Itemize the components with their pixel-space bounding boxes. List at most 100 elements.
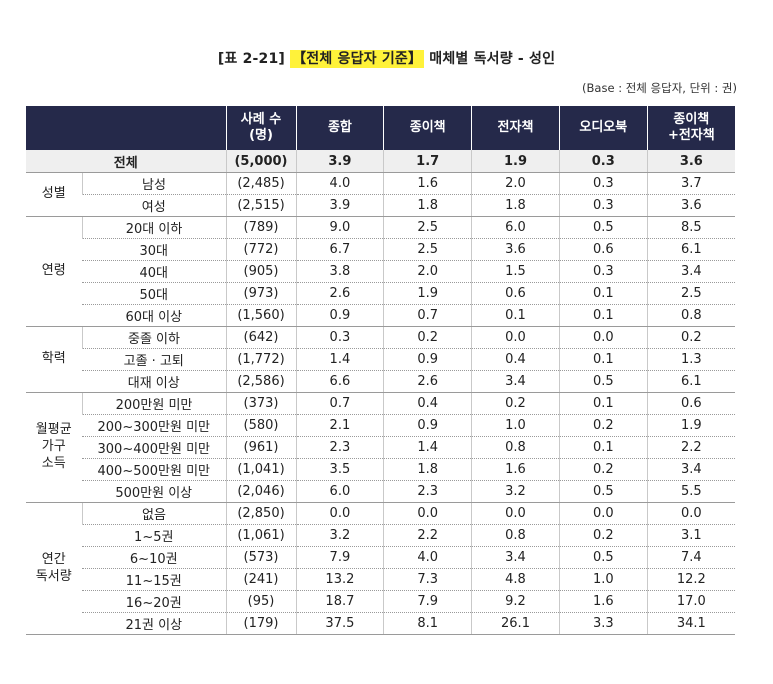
value-cell: 3.6 — [646, 194, 735, 217]
table-row: 16~20권 (95) 18.7 7.9 9.2 1.6 17.0 — [26, 590, 735, 613]
table-row: 학력 중졸 이하 (642) 0.3 0.2 0.0 0.0 0.2 — [26, 326, 735, 393]
value-cell: 2.2 — [383, 524, 472, 547]
sample-size-cell: (905) — [225, 260, 296, 283]
value-cell: 0.2 — [383, 326, 472, 349]
category-label: 여성 — [82, 194, 226, 217]
value-cell: 4.8 — [471, 568, 560, 591]
category-label: 중졸 이하 — [81, 326, 226, 349]
sample-size-cell: (642) — [225, 326, 296, 349]
value-cell: 8.1 — [383, 612, 472, 635]
value-cell: 17.0 — [646, 590, 735, 613]
table-row: 고졸 · 고퇴 (1,772) 1.4 0.9 0.4 0.1 1.3 — [26, 348, 735, 371]
category-label: 50대 — [82, 282, 226, 305]
value-cell: 2.3 — [383, 480, 472, 503]
value-cell: 1.4 — [295, 348, 384, 371]
category-label: 20대 이하 — [81, 216, 226, 239]
value-cell: 1.9 — [646, 414, 735, 437]
value-cell: 0.7 — [383, 304, 472, 327]
header-paper-plus-ebook: 종이책 +전자책 — [646, 106, 735, 150]
sample-size-cell: (1,061) — [225, 524, 296, 547]
table-row: 6~10권 (573) 7.9 4.0 3.4 0.5 7.4 — [26, 546, 735, 569]
header-paper-book: 종이책 — [383, 106, 472, 150]
value-cell: 6.0 — [295, 480, 384, 503]
value-cell: 0.6 — [471, 282, 560, 305]
table-row: 300~400만원 미만 (961) 2.3 1.4 0.8 0.1 2.2 — [26, 436, 735, 459]
value-cell: 0.3 — [558, 172, 648, 195]
value-cell: 0.0 — [558, 326, 648, 349]
sample-size-cell: (1,041) — [225, 458, 296, 481]
sample-size-cell: (772) — [225, 238, 296, 261]
value-cell: 0.1 — [471, 304, 560, 327]
value-cell: 0.3 — [558, 260, 648, 283]
sample-size-cell: (961) — [225, 436, 296, 459]
group-label: 월평균 가구 소득 — [26, 392, 82, 503]
total-cell: 1.9 — [471, 150, 560, 173]
value-cell: 0.3 — [295, 326, 384, 349]
value-cell: 0.9 — [383, 414, 472, 437]
value-cell: 13.2 — [295, 568, 384, 591]
value-cell: 9.0 — [295, 216, 384, 239]
value-cell: 3.4 — [646, 458, 735, 481]
table-row: 500만원 이상 (2,046) 6.0 2.3 3.2 0.5 5.5 — [26, 480, 735, 503]
total-cell: (5,000) — [225, 150, 296, 173]
value-cell: 1.6 — [383, 172, 472, 195]
title-suffix: 매체별 독서량 - 성인 — [424, 51, 556, 67]
table-row: 연령 20대 이하 (789) 9.0 2.5 6.0 0.5 8.5 — [26, 216, 735, 327]
value-cell: 0.1 — [558, 436, 648, 459]
value-cell: 0.8 — [471, 524, 560, 547]
value-cell: 1.6 — [558, 590, 648, 613]
sample-size-cell: (2,046) — [225, 480, 296, 503]
value-cell: 0.3 — [558, 194, 648, 217]
value-cell: 0.1 — [558, 392, 648, 415]
value-cell: 2.1 — [295, 414, 384, 437]
value-cell: 3.2 — [471, 480, 560, 503]
category-label: 500만원 이상 — [82, 480, 226, 503]
value-cell: 1.8 — [383, 194, 472, 217]
category-label: 없음 — [81, 502, 226, 525]
value-cell: 0.1 — [558, 282, 648, 305]
category-label: 60대 이상 — [82, 304, 226, 327]
value-cell: 1.8 — [471, 194, 560, 217]
sample-size-cell: (580) — [225, 414, 296, 437]
value-cell: 12.2 — [646, 568, 735, 591]
table-row: 400~500만원 미만 (1,041) 3.5 1.8 1.6 0.2 3.4 — [26, 458, 735, 481]
value-cell: 6.1 — [646, 238, 735, 261]
value-cell: 1.0 — [471, 414, 560, 437]
value-cell: 0.2 — [558, 458, 648, 481]
value-cell: 6.0 — [471, 216, 560, 239]
value-cell: 4.0 — [383, 546, 472, 569]
category-label: 40대 — [82, 260, 226, 283]
value-cell: 2.0 — [383, 260, 472, 283]
group-label: 연간 독서량 — [26, 502, 82, 635]
value-cell: 0.2 — [558, 524, 648, 547]
value-cell: 1.3 — [646, 348, 735, 371]
header-ebook: 전자책 — [471, 106, 560, 150]
value-cell: 2.5 — [383, 238, 472, 261]
table-row: 연간 독서량 없음 (2,850) 0.0 0.0 0.0 0.0 0.0 — [26, 502, 735, 635]
sample-size-cell: (1,560) — [225, 304, 296, 327]
value-cell: 0.2 — [646, 326, 735, 349]
category-label: 16~20권 — [82, 590, 226, 613]
value-cell: 3.8 — [295, 260, 384, 283]
value-cell: 0.9 — [295, 304, 384, 327]
table-row: 30대 (772) 6.7 2.5 3.6 0.6 6.1 — [26, 238, 735, 261]
value-cell: 8.5 — [646, 216, 735, 239]
sample-size-cell: (789) — [225, 216, 296, 239]
value-cell: 0.7 — [295, 392, 384, 415]
value-cell: 3.1 — [646, 524, 735, 547]
value-cell: 2.3 — [295, 436, 384, 459]
table-row: 11~15권 (241) 13.2 7.3 4.8 1.0 12.2 — [26, 568, 735, 591]
sample-size-cell: (2,850) — [225, 502, 296, 525]
category-label: 300~400만원 미만 — [82, 436, 226, 459]
group-label: 연령 — [26, 216, 82, 327]
value-cell: 18.7 — [295, 590, 384, 613]
category-label: 11~15권 — [82, 568, 226, 591]
value-cell: 7.9 — [295, 546, 384, 569]
value-cell: 0.6 — [558, 238, 648, 261]
value-cell: 0.0 — [471, 502, 560, 525]
value-cell: 3.4 — [471, 370, 560, 393]
value-cell: 3.9 — [295, 194, 384, 217]
category-label: 200만원 미만 — [81, 392, 226, 415]
sample-size-cell: (2,485) — [225, 172, 296, 195]
value-cell: 0.9 — [383, 348, 472, 371]
